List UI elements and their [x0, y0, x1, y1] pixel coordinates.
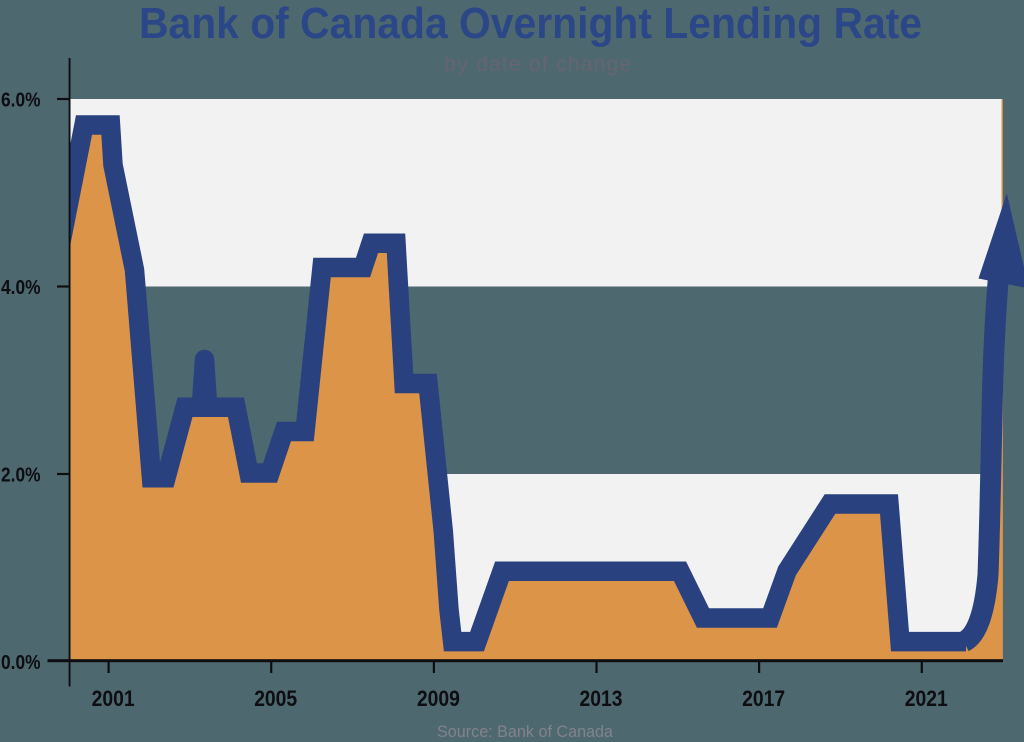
svg-text:by date of change: by date of change	[444, 53, 631, 76]
svg-text:Bank of Canada Overnight Lendi: Bank of Canada Overnight Lending Rate	[139, 0, 922, 48]
svg-text:2005: 2005	[254, 686, 297, 711]
svg-text:2017: 2017	[742, 686, 785, 711]
svg-text:2.0%: 2.0%	[1, 465, 41, 487]
svg-text:2021: 2021	[905, 686, 948, 711]
svg-text:2001: 2001	[92, 686, 135, 711]
svg-text:6.0%: 6.0%	[1, 90, 41, 112]
svg-text:4.0%: 4.0%	[1, 277, 41, 299]
svg-text:2009: 2009	[417, 686, 460, 711]
svg-text:2013: 2013	[580, 686, 623, 711]
svg-text:0.0%: 0.0%	[1, 652, 41, 674]
svg-text:Source: Bank of Canada: Source: Bank of Canada	[437, 722, 614, 741]
